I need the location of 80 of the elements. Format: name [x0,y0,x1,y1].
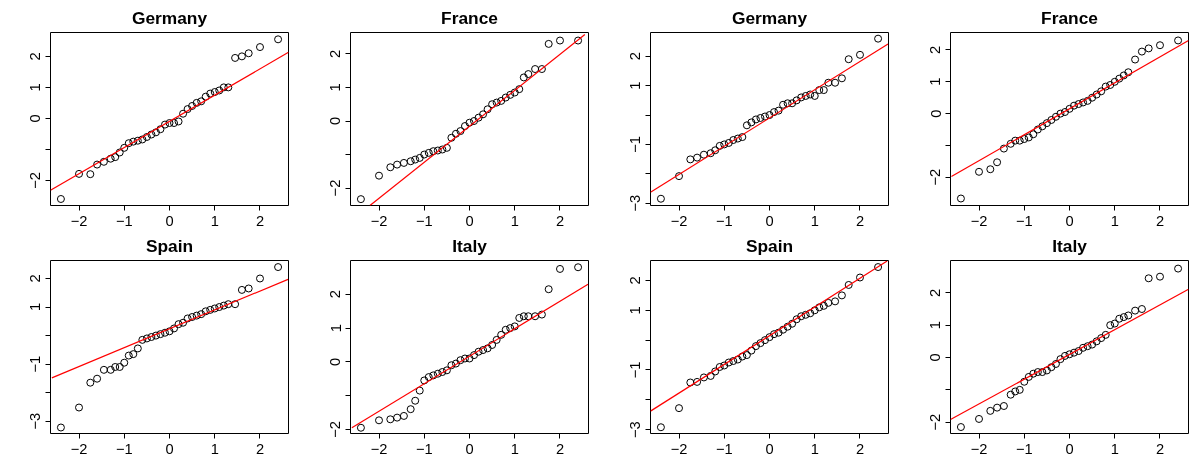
x-tick-label: −2 [970,440,988,457]
x-tick-label: 2 [555,212,565,229]
x-tick-label: 1 [510,212,519,229]
y-tick-label: 2 [327,49,344,59]
y-tick-label: 2 [627,276,644,285]
y-tick-label: 1 [327,83,344,92]
y-tick-label: −1 [627,136,644,153]
chart-title: Germany [731,7,808,28]
y-tick-label: 1 [327,324,344,333]
x-tick-label: 1 [210,440,219,457]
x-tick-label: −1 [1015,212,1033,229]
x-tick-label: 0 [1065,440,1074,457]
x-tick-label: −2 [970,212,988,229]
x-tick-label: 0 [465,212,474,229]
x-tick-label: −2 [370,440,388,457]
y-tick-label: 2 [27,274,44,283]
x-tick-label: −1 [115,440,133,457]
x-tick-label: 2 [1155,440,1165,457]
x-tick-label: 2 [555,440,565,457]
y-tick-label: −1 [27,355,44,373]
y-tick-label: 0 [27,114,44,123]
x-tick-label: −1 [715,212,733,229]
y-tick-label: −1 [627,361,644,379]
y-tick-label: 0 [327,116,344,126]
x-tick-label: 1 [810,440,819,457]
y-tick-label: −3 [627,421,644,438]
y-tick-label: −2 [927,168,944,186]
y-tick-label: 1 [627,81,644,90]
x-tick-label: 2 [1155,212,1165,229]
y-tick-label: −2 [327,179,344,197]
y-tick-label: 1 [27,302,44,312]
x-tick-label: 0 [1065,212,1074,229]
y-tick-label: −2 [927,413,944,431]
chart-title: Italy [1052,235,1088,256]
x-tick-label: −1 [415,212,433,229]
y-tick-label: −2 [327,421,344,438]
x-tick-label: 0 [165,212,174,229]
y-tick-label: 1 [27,83,44,92]
x-tick-label: 0 [765,212,774,229]
x-tick-label: 0 [165,440,174,457]
x-tick-label: −2 [670,440,688,457]
y-tick-label: 0 [927,109,944,118]
y-tick-label: 2 [627,52,644,61]
chart-title: Germany [131,7,208,28]
y-tick-label: 2 [927,45,944,55]
y-tick-label: −2 [27,172,44,189]
x-tick-label: 0 [765,440,774,457]
y-tick-label: −3 [627,194,644,212]
x-tick-label: 2 [255,212,265,229]
x-tick-label: −2 [370,212,388,229]
x-tick-label: 2 [255,440,265,457]
x-tick-label: −2 [70,212,88,229]
chart-title: Spain [745,235,794,256]
x-tick-label: 2 [855,440,865,457]
x-tick-label: 1 [210,212,219,229]
x-tick-label: 1 [810,212,819,229]
y-tick-label: 2 [27,52,44,61]
chart-title: Spain [145,235,194,256]
chart-title: France [1041,7,1099,28]
x-tick-label: −1 [1015,440,1033,457]
x-tick-label: 1 [510,440,519,457]
chart-title: Italy [452,235,488,256]
x-tick-label: −1 [415,440,433,457]
y-tick-label: −3 [27,412,44,430]
x-tick-label: −1 [715,440,733,457]
y-tick-label: 1 [627,306,644,315]
y-tick-label: 2 [927,288,944,297]
x-tick-label: −1 [115,212,133,229]
y-tick-label: 0 [927,353,944,362]
x-tick-label: −2 [70,440,88,457]
x-tick-label: 1 [1110,440,1119,457]
x-tick-label: 0 [465,440,474,457]
x-tick-label: 2 [855,212,865,229]
y-tick-label: 1 [927,321,944,330]
y-tick-label: 0 [327,357,344,366]
y-tick-label: 2 [327,290,344,299]
x-tick-label: −2 [670,212,688,229]
y-tick-label: 1 [927,77,944,86]
chart-title: France [441,7,499,28]
x-tick-label: 1 [1110,212,1119,229]
